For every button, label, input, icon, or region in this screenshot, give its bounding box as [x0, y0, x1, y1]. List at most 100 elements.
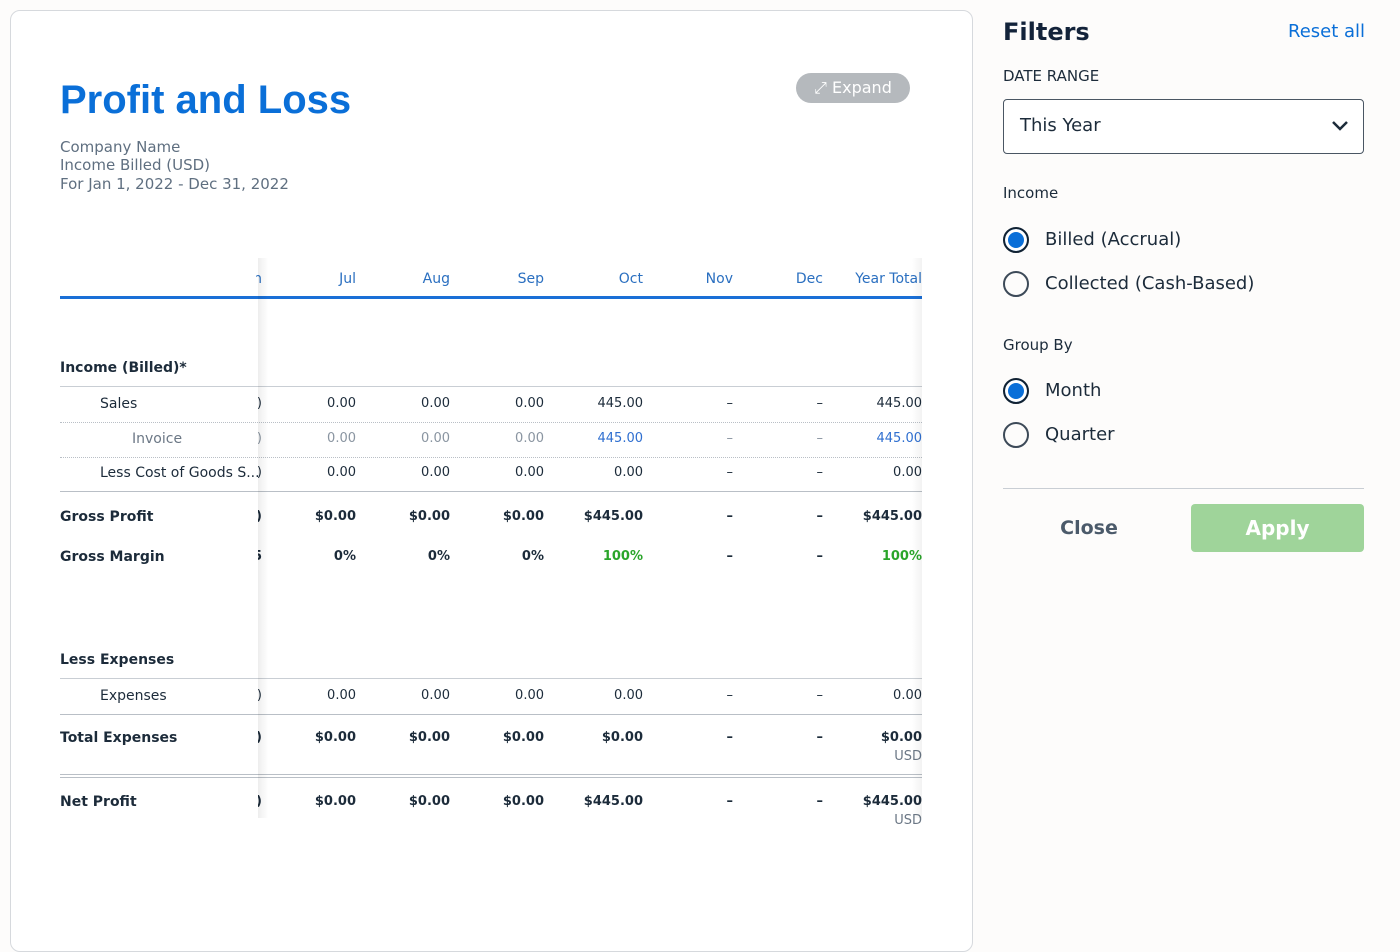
table-cell: 0.00: [327, 431, 356, 446]
row-rule: [60, 386, 922, 387]
table-cell: –: [726, 794, 734, 809]
table-cell: $0.00: [408, 794, 450, 809]
currency-note: USD: [894, 813, 922, 828]
radio-label[interactable]: Billed (Accrual): [1045, 229, 1182, 250]
row-label: Invoice: [132, 431, 183, 447]
table-cell: 0.00: [515, 465, 544, 480]
table-cell: –: [816, 794, 824, 809]
table-cell: $445.00: [862, 509, 922, 524]
table-cell: 100%: [881, 549, 922, 564]
table-cell: –: [726, 509, 734, 524]
table-cell: $0.00: [601, 730, 643, 745]
table-cell: 0.00: [893, 465, 922, 480]
table-cell: –: [816, 509, 824, 524]
meta: For Jan 1, 2022 - Dec 31, 2022: [60, 175, 289, 193]
table-cell: –: [726, 688, 734, 703]
report-card: [10, 10, 973, 952]
row-label: Total Expenses: [60, 730, 178, 746]
income-label: Income: [1003, 184, 1059, 202]
table-cell: $0.00: [502, 794, 544, 809]
row-label: Gross Profit: [60, 509, 154, 525]
table-cell: –: [816, 465, 824, 480]
table-cell: –: [816, 431, 824, 446]
column-header: Jul: [339, 271, 356, 287]
date-value[interactable]: This Year: [1020, 115, 1101, 136]
row-rule: [60, 678, 922, 679]
filters-title: Filters: [1003, 18, 1090, 46]
table-cell: ): [258, 431, 262, 446]
table-cell: $0.00: [408, 730, 450, 745]
table-cell: $0.00: [502, 509, 544, 524]
table-cell: 0%: [333, 549, 356, 564]
table-cell: ): [258, 396, 262, 411]
table-cell: 445.00: [597, 396, 644, 411]
divider: [1003, 488, 1364, 489]
table-cell: –: [816, 688, 824, 703]
table-cell: $0.00: [314, 509, 356, 524]
table-cell: 0.00: [421, 431, 450, 446]
row-label: Expenses: [100, 688, 167, 704]
table-cell: $0.00: [502, 730, 544, 745]
table-cell: ): [258, 730, 262, 745]
expand-button[interactable]: ⤢ Expand: [796, 73, 910, 103]
meta: Company Name: [60, 138, 181, 156]
column-header: Oct: [618, 271, 643, 287]
column-header: Dec: [795, 271, 823, 287]
row-rule: [60, 714, 922, 715]
table-cell[interactable]: 445.00: [597, 431, 644, 446]
table-cell: $0.00: [880, 730, 922, 745]
radio-label[interactable]: Collected (Cash-Based): [1045, 273, 1255, 294]
row-label: Sales: [100, 396, 138, 412]
table-cell: ): [258, 688, 262, 703]
radio-button[interactable]: [1003, 227, 1029, 253]
table-cell: 0.00: [614, 465, 643, 480]
column-header: Aug: [422, 271, 450, 287]
column-header: Sep: [517, 271, 544, 287]
table-cell[interactable]: 445.00: [876, 431, 923, 446]
table-cell: 0.00: [515, 396, 544, 411]
report-title: Profit and Loss: [60, 78, 352, 122]
table-cell: 100%: [602, 549, 643, 564]
expand-label[interactable]: Expand: [832, 78, 892, 97]
table-cell: –: [726, 549, 734, 564]
column-header: n: [256, 271, 262, 287]
table-cell: 0%: [521, 549, 544, 564]
table-cell: 5: [258, 549, 262, 564]
table-cell: –: [816, 396, 824, 411]
date-select[interactable]: This Year: [1003, 99, 1364, 154]
table-cell: 0.00: [614, 688, 643, 703]
date-label: DATE RANGE: [1003, 67, 1100, 85]
table-cell: 0.00: [421, 688, 450, 703]
table-cell: 0.00: [327, 396, 356, 411]
radio-button[interactable]: [1003, 271, 1029, 297]
radio-button[interactable]: [1003, 422, 1029, 448]
table-cell: –: [816, 730, 824, 745]
radio-button[interactable]: [1003, 378, 1029, 404]
table-cell: 0.00: [327, 465, 356, 480]
table-cell: –: [726, 396, 734, 411]
row-label: Net Profit: [60, 794, 137, 810]
table-cell: $445.00: [583, 794, 643, 809]
table-cell: 0.00: [515, 688, 544, 703]
table-cell: $445.00: [583, 509, 643, 524]
table-cell: ): [258, 509, 262, 524]
reset-link[interactable]: Reset all: [1288, 21, 1366, 42]
table-cell: –: [726, 431, 734, 446]
meta: Income Billed (USD): [60, 156, 211, 174]
scroll-shadow: [258, 258, 268, 818]
chevron: [1332, 121, 1348, 131]
close-button[interactable]: Close: [1060, 517, 1118, 539]
table-cell: –: [816, 549, 824, 564]
table-cell: 0.00: [327, 688, 356, 703]
row-rule: [60, 457, 922, 458]
row-label: Less Expenses: [60, 652, 175, 668]
table-cell: $0.00: [314, 794, 356, 809]
header-rule: [60, 296, 922, 299]
table-cell: –: [726, 465, 734, 480]
table-cell: $0.00: [314, 730, 356, 745]
table-cell: –: [726, 730, 734, 745]
radio-label[interactable]: Month: [1045, 380, 1102, 401]
apply-button[interactable]: Apply: [1191, 504, 1364, 552]
table-cell: 0.00: [421, 396, 450, 411]
radio-label[interactable]: Quarter: [1045, 424, 1115, 445]
